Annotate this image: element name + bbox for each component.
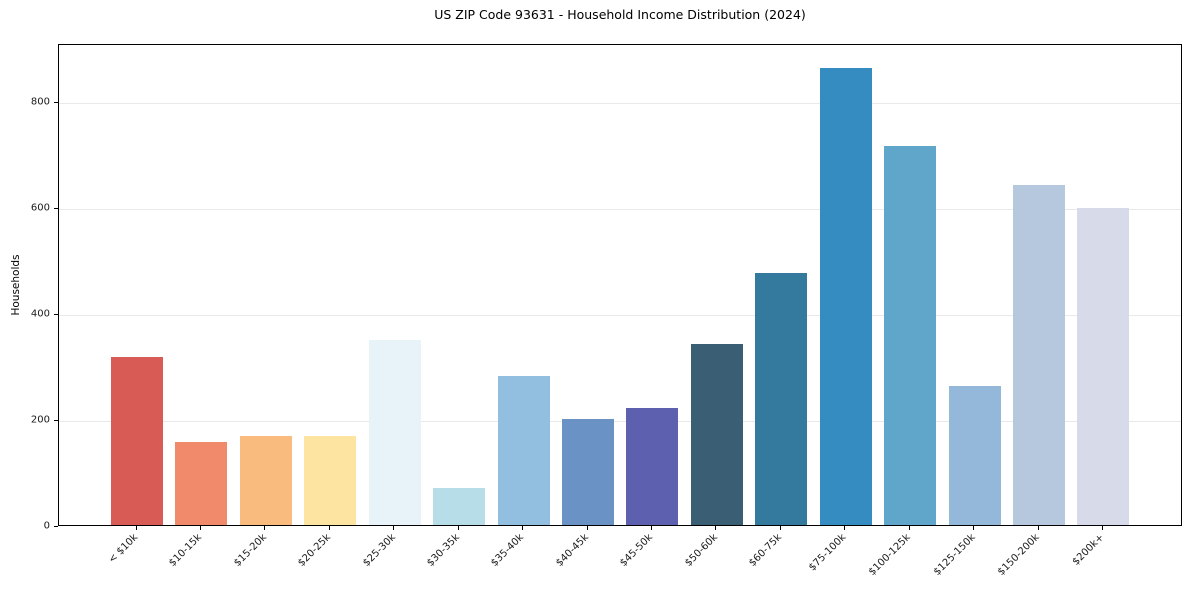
x-tick-label: $15-20k <box>231 532 269 569</box>
bar <box>948 386 1001 525</box>
x-tick-label: $20-25k <box>296 532 334 569</box>
plot-area <box>58 44 1182 526</box>
bar <box>884 145 937 525</box>
bar <box>562 418 614 525</box>
x-tick-label: $75-100k <box>807 532 849 574</box>
gridline <box>59 314 1181 316</box>
x-tick-mark <box>779 526 781 530</box>
bar <box>626 407 679 525</box>
gridline <box>59 208 1181 210</box>
x-tick-mark <box>844 526 846 530</box>
y-tick-label: 600 <box>30 202 50 214</box>
chart-title: US ZIP Code 93631 - Household Income Dis… <box>434 7 806 22</box>
y-tick-label: 800 <box>30 96 50 108</box>
bar <box>368 339 421 525</box>
x-tick-mark <box>586 526 588 530</box>
gridline <box>59 102 1181 104</box>
y-tick-label: 400 <box>30 308 50 320</box>
bar <box>690 343 743 525</box>
x-tick-label: < $10k <box>106 532 140 566</box>
x-tick-label: $200k+ <box>1070 532 1107 568</box>
y-tick-mark <box>54 526 58 527</box>
x-tick-mark <box>393 526 395 530</box>
x-tick-mark <box>715 526 717 530</box>
x-tick-label: $40-45k <box>553 532 591 569</box>
x-tick-mark <box>199 526 201 530</box>
x-tick-mark <box>908 526 910 530</box>
x-tick-mark <box>457 526 459 530</box>
bar <box>755 272 808 525</box>
x-tick-label: $30-35k <box>425 532 462 569</box>
x-tick-label: $60-75k <box>747 532 785 569</box>
y-tick-mark <box>54 314 58 316</box>
x-tick-mark <box>522 526 524 530</box>
x-tick-mark <box>264 526 266 530</box>
x-tick-label: $35-40k <box>489 532 527 569</box>
y-tick-label: 200 <box>30 414 50 426</box>
y-tick-mark <box>54 102 58 104</box>
x-tick-label: $125-150k <box>931 532 978 578</box>
x-tick-mark <box>650 526 652 530</box>
x-tick-label: $50-60k <box>682 532 720 569</box>
x-tick-mark <box>1101 526 1103 530</box>
bar <box>433 487 486 525</box>
y-axis-label: Households <box>10 254 22 316</box>
bar <box>175 441 228 525</box>
bar <box>239 436 292 525</box>
bar <box>1013 185 1066 525</box>
x-tick-label: $25-30k <box>360 532 398 569</box>
bar <box>111 356 163 525</box>
bar <box>1077 207 1130 525</box>
x-tick-mark <box>328 526 330 530</box>
y-tick-label: 0 <box>43 520 50 532</box>
bar <box>819 68 872 525</box>
y-tick-mark <box>54 420 58 422</box>
x-tick-label: $45-50k <box>618 532 656 569</box>
x-tick-mark <box>135 526 137 530</box>
gridline <box>59 420 1181 422</box>
x-tick-mark <box>1037 526 1039 530</box>
x-tick-label: $150-200k <box>995 532 1042 578</box>
x-tick-label: $100-125k <box>867 532 913 578</box>
bar <box>304 436 357 525</box>
bar <box>497 376 550 525</box>
x-tick-label: $10-15k <box>167 532 205 569</box>
y-tick-mark <box>54 208 58 210</box>
x-tick-mark <box>973 526 975 530</box>
